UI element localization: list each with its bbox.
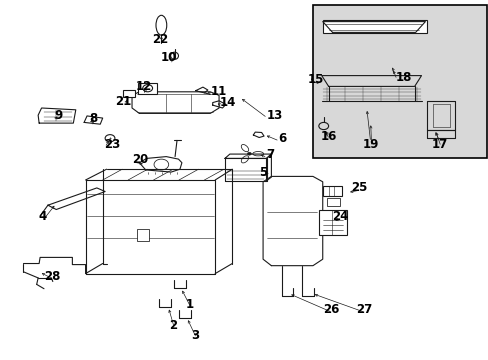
Text: 4: 4 [39,210,47,222]
Text: 3: 3 [191,329,199,342]
Bar [137,229,149,241]
Text: 20: 20 [132,153,148,166]
Text: 22: 22 [152,33,168,46]
Bar [123,90,135,97]
Text: 9: 9 [55,109,62,122]
Text: 27: 27 [355,303,372,316]
Text: 1: 1 [185,298,193,311]
Bar [322,186,342,196]
Text: 21: 21 [115,95,131,108]
Text: 8: 8 [89,112,97,125]
Bar [138,83,157,94]
Text: 25: 25 [350,181,367,194]
Text: 2: 2 [169,319,177,332]
Text: 18: 18 [395,71,411,84]
Text: 6: 6 [278,132,286,145]
Text: 17: 17 [431,138,447,150]
Text: 14: 14 [220,96,236,109]
Text: 13: 13 [266,109,282,122]
Text: 24: 24 [331,210,347,222]
Circle shape [247,152,251,155]
Text: 10: 10 [160,51,177,64]
Text: 15: 15 [307,73,324,86]
Text: 12: 12 [136,80,152,93]
Bar [312,5,486,158]
Text: 16: 16 [320,130,336,143]
Bar [318,210,346,235]
Bar [326,198,340,206]
Text: 28: 28 [44,270,61,283]
Text: 19: 19 [362,138,378,150]
Text: 23: 23 [103,138,120,151]
Text: 11: 11 [210,85,226,98]
Text: 26: 26 [323,303,339,316]
Bar [322,20,427,33]
Text: 5: 5 [259,166,267,179]
Text: 7: 7 [266,148,274,161]
